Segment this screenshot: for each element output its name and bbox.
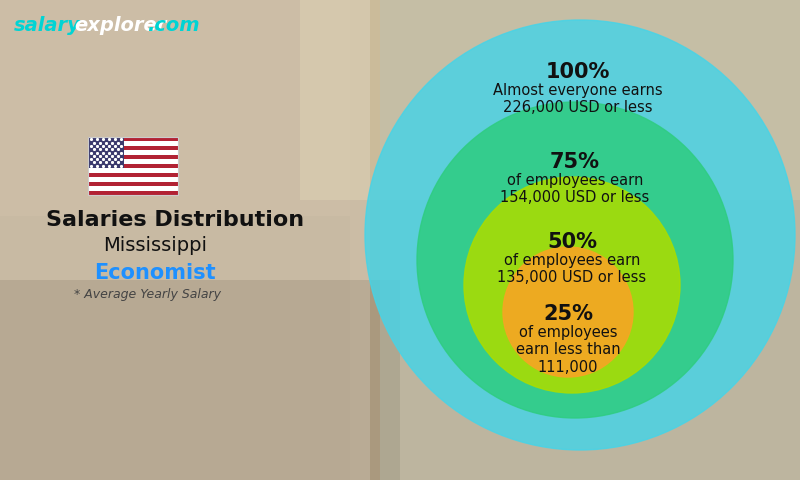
Text: 25%: 25% bbox=[543, 304, 593, 324]
Bar bbox=[88, 177, 178, 181]
Circle shape bbox=[365, 20, 795, 450]
Circle shape bbox=[464, 177, 680, 393]
Text: of employees earn: of employees earn bbox=[507, 172, 643, 188]
Text: Economist: Economist bbox=[94, 263, 216, 283]
Text: 111,000: 111,000 bbox=[538, 360, 598, 375]
Bar bbox=[88, 155, 178, 159]
Circle shape bbox=[503, 247, 633, 377]
Text: Salaries Distribution: Salaries Distribution bbox=[46, 210, 304, 230]
Bar bbox=[0, 456, 350, 480]
Bar bbox=[0, 384, 350, 408]
Text: 135,000 USD or less: 135,000 USD or less bbox=[498, 271, 646, 286]
Text: .com: .com bbox=[147, 16, 200, 35]
Bar bbox=[88, 191, 178, 195]
Text: of employees earn: of employees earn bbox=[504, 252, 640, 267]
Bar bbox=[0, 96, 350, 120]
Text: 50%: 50% bbox=[547, 232, 597, 252]
Bar bbox=[0, 432, 350, 456]
Bar bbox=[0, 48, 350, 72]
Text: of employees: of employees bbox=[518, 324, 618, 339]
Bar bbox=[88, 137, 124, 168]
Bar bbox=[0, 336, 350, 360]
Bar bbox=[0, 192, 350, 216]
Text: * Average Yearly Salary: * Average Yearly Salary bbox=[74, 288, 222, 301]
Bar bbox=[0, 408, 350, 432]
Bar bbox=[0, 288, 350, 312]
Bar bbox=[88, 164, 178, 168]
Bar bbox=[0, 280, 400, 480]
Bar bbox=[0, 360, 350, 384]
Bar bbox=[88, 142, 178, 146]
Bar bbox=[0, 216, 350, 240]
Bar bbox=[380, 0, 800, 480]
Text: 226,000 USD or less: 226,000 USD or less bbox=[503, 100, 653, 116]
Bar bbox=[0, 0, 350, 24]
Text: 75%: 75% bbox=[550, 152, 600, 172]
Bar bbox=[88, 146, 178, 150]
Bar bbox=[0, 240, 350, 264]
Bar bbox=[88, 159, 178, 164]
Bar bbox=[0, 168, 350, 192]
Bar bbox=[88, 186, 178, 191]
Bar bbox=[0, 264, 350, 288]
Bar bbox=[88, 137, 178, 142]
Bar bbox=[0, 72, 350, 96]
Bar bbox=[88, 137, 178, 195]
Bar bbox=[88, 173, 178, 177]
Bar bbox=[300, 0, 800, 200]
Text: Mississippi: Mississippi bbox=[103, 236, 207, 255]
Bar bbox=[88, 181, 178, 186]
Bar bbox=[0, 312, 350, 336]
Circle shape bbox=[417, 102, 733, 418]
Text: 100%: 100% bbox=[546, 62, 610, 82]
Text: earn less than: earn less than bbox=[516, 343, 620, 358]
Bar bbox=[0, 120, 350, 144]
Text: explorer: explorer bbox=[74, 16, 166, 35]
Bar bbox=[0, 0, 370, 480]
Text: 154,000 USD or less: 154,000 USD or less bbox=[500, 191, 650, 205]
Bar bbox=[88, 168, 178, 173]
Text: salary: salary bbox=[14, 16, 81, 35]
Text: Almost everyone earns: Almost everyone earns bbox=[493, 83, 663, 97]
Bar bbox=[88, 150, 178, 155]
Bar bbox=[0, 144, 350, 168]
Bar bbox=[0, 24, 350, 48]
